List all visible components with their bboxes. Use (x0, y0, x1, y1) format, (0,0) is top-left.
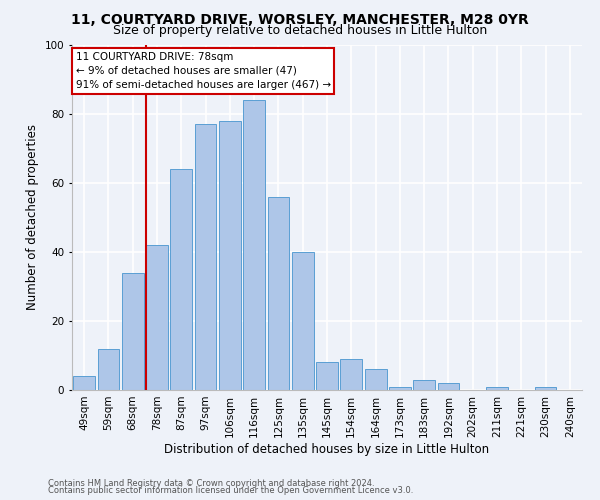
Bar (122, 272, 143, 390)
X-axis label: Distribution of detached houses by size in Little Hulton: Distribution of detached houses by size … (164, 442, 490, 456)
Bar (413, 380, 435, 390)
Text: Size of property relative to detached houses in Little Hulton: Size of property relative to detached ho… (113, 24, 487, 37)
Bar (97, 348, 119, 390)
Bar (73, 376, 95, 390)
Text: 11 COURTYARD DRIVE: 78sqm
← 9% of detached houses are smaller (47)
91% of semi-d: 11 COURTYARD DRIVE: 78sqm ← 9% of detach… (76, 52, 331, 90)
Bar (486, 386, 508, 390)
Bar (437, 383, 460, 390)
Bar (268, 197, 289, 390)
Bar (389, 386, 411, 390)
Bar (194, 124, 217, 390)
Bar (243, 100, 265, 390)
Bar (340, 359, 362, 390)
Bar (535, 386, 556, 390)
Bar (170, 169, 192, 390)
Bar (292, 252, 314, 390)
Bar (316, 362, 338, 390)
Text: Contains public sector information licensed under the Open Government Licence v3: Contains public sector information licen… (48, 486, 413, 495)
Bar (365, 370, 386, 390)
Bar (219, 121, 241, 390)
Y-axis label: Number of detached properties: Number of detached properties (26, 124, 39, 310)
Bar (146, 245, 168, 390)
Text: 11, COURTYARD DRIVE, WORSLEY, MANCHESTER, M28 0YR: 11, COURTYARD DRIVE, WORSLEY, MANCHESTER… (71, 12, 529, 26)
Text: Contains HM Land Registry data © Crown copyright and database right 2024.: Contains HM Land Registry data © Crown c… (48, 478, 374, 488)
